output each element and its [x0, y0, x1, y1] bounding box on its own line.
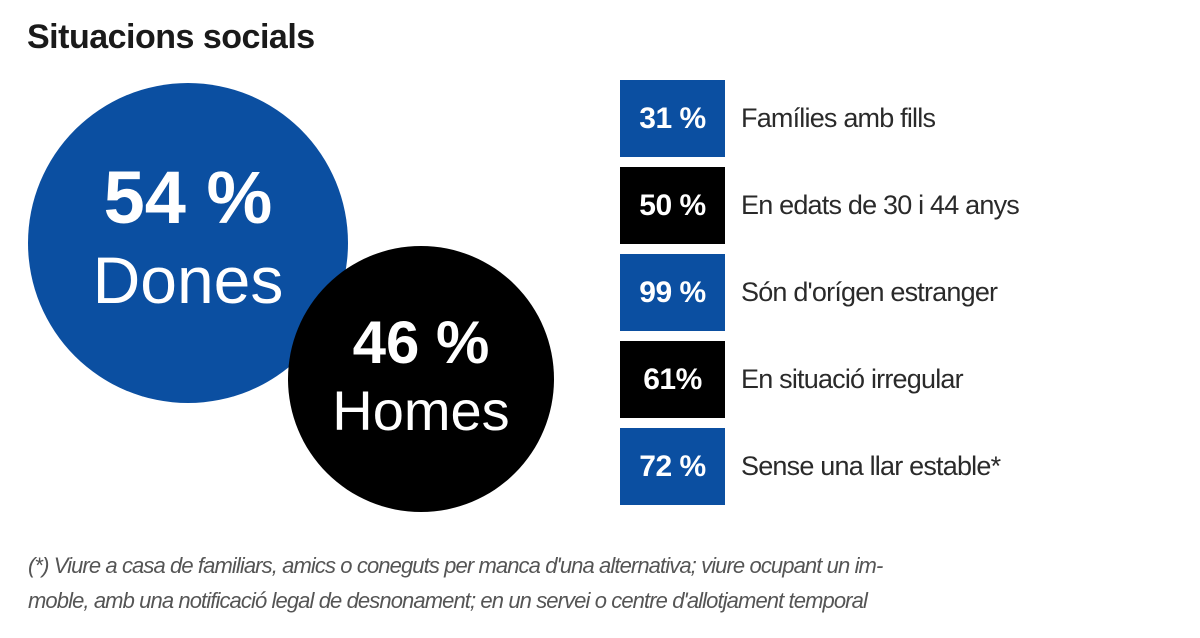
women-percentage: 54 %: [103, 156, 273, 239]
stats-list: 31 % Famílies amb fills 50 % En edats de…: [620, 80, 1180, 515]
women-label: Dones: [92, 243, 284, 317]
stat-label: Famílies amb fills: [741, 103, 936, 133]
footnote-line-2: moble, amb una notificació legal de desn…: [28, 588, 868, 613]
stat-value-box: 31 %: [620, 80, 725, 157]
men-percentage: 46 %: [352, 309, 490, 376]
stat-label: En edats de 30 i 44 anys: [741, 190, 1020, 220]
stat-row-families: 31 % Famílies amb fills: [620, 80, 1180, 157]
stat-label: En situació irregular: [741, 364, 964, 394]
men-circle: 46 % Homes: [288, 246, 554, 512]
chart-title: Situacions socials: [27, 18, 315, 56]
stat-value-box: 72 %: [620, 428, 725, 505]
footnote-line-1: (*) Viure a casa de familiars, amics o c…: [28, 553, 883, 578]
men-label: Homes: [332, 379, 510, 442]
stat-row-no-stable-home: 72 % Sense una llar estable*: [620, 428, 1180, 505]
women-circle: 54 % Dones: [28, 83, 348, 403]
stat-label: Són d'orígen estranger: [741, 277, 998, 307]
stat-value-box: 99 %: [620, 254, 725, 331]
stat-label: Sense una llar estable*: [741, 451, 1001, 481]
stat-row-irregular: 61% En situació irregular: [620, 341, 1180, 418]
stat-value-box: 50 %: [620, 167, 725, 244]
stat-value-box: 61%: [620, 341, 725, 418]
stat-row-age: 50 % En edats de 30 i 44 anys: [620, 167, 1180, 244]
footnote: (*) Viure a casa de familiars, amics o c…: [28, 548, 1178, 618]
stat-row-foreign-origin: 99 % Són d'orígen estranger: [620, 254, 1180, 331]
